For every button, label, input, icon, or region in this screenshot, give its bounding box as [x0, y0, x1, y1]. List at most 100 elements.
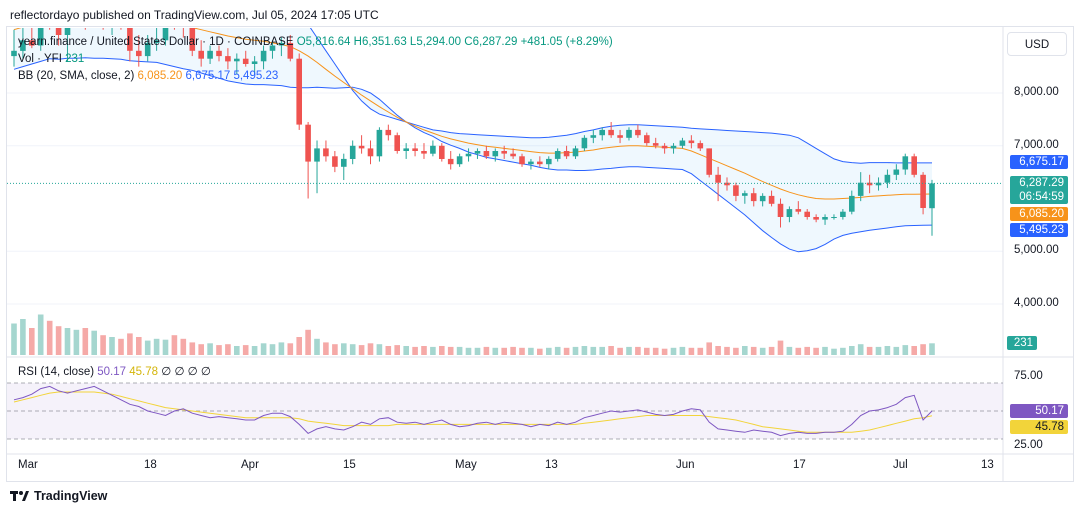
volume-bar [358, 345, 365, 355]
volume-bar [439, 346, 445, 355]
tradingview-logo[interactable]: TradingView [10, 489, 107, 503]
legend-bb-label[interactable]: BB (20, SMA, close, 2) [18, 70, 135, 82]
candle-body [55, 28, 62, 35]
bb-upper-tag: 6,675.17 [1010, 155, 1068, 169]
candle-body [20, 40, 26, 51]
candle-body [831, 217, 837, 218]
volume-bar [590, 346, 597, 355]
legend-bb-lower: 5,495.23 [233, 70, 279, 82]
volume-bar [234, 346, 240, 355]
candle-body [644, 135, 650, 144]
candle-body [11, 50, 17, 57]
tradingview-logo-icon [10, 491, 29, 501]
candle-body [626, 129, 632, 138]
candle-body [385, 129, 392, 136]
candle-body [652, 143, 659, 146]
candle-body [447, 158, 454, 165]
volume-bar [786, 346, 793, 355]
legend-rsi-value: 50.17 [97, 366, 127, 378]
legend-symbol[interactable]: yearn.finance / United States Dollar [18, 36, 199, 48]
candle-body [884, 174, 891, 183]
candle-body [242, 58, 249, 64]
volume-bar [733, 347, 739, 355]
legend-high: H6,351.63 [353, 36, 407, 48]
volume-bar [572, 346, 579, 355]
currency-button[interactable]: USD [1007, 32, 1067, 56]
candle-body [47, 14, 53, 25]
volume-bar [153, 338, 160, 355]
candle-body [537, 161, 543, 165]
volume-bar [216, 345, 222, 355]
candle-body [911, 156, 917, 175]
close-price-tag: 6,287.29 [1010, 176, 1068, 190]
time-axis-label: Jun [676, 459, 695, 471]
volume-bar [644, 347, 650, 355]
volume-bar [323, 342, 329, 355]
candle-body [74, 9, 80, 20]
bb-basis-line [13, 28, 933, 200]
candle-body [706, 148, 712, 175]
candle-body [483, 151, 490, 157]
candle-body [465, 153, 472, 157]
volume-bar [421, 346, 427, 355]
price-pane [11, 9, 935, 355]
candle-body [786, 209, 793, 217]
volume-bar [37, 314, 44, 355]
candle-body [412, 148, 418, 151]
volume-bar [483, 346, 490, 355]
candle-body [893, 169, 900, 175]
candle-body [501, 151, 507, 154]
candle-body [661, 145, 668, 149]
volume-bar [144, 340, 151, 355]
volume-bar [679, 346, 686, 355]
legend-rsi-label[interactable]: RSI (14, close) [18, 366, 95, 378]
volume-bar [617, 347, 623, 355]
volume-bar [198, 344, 204, 355]
volume-bar [100, 335, 106, 355]
volume-bar [804, 346, 810, 355]
volume-bar [893, 346, 900, 355]
bb-basis-tag: 6,085.20 [1010, 207, 1068, 221]
candle-body [688, 140, 695, 144]
candle-body [269, 45, 276, 51]
candle-body [724, 182, 730, 186]
candle-body [635, 129, 641, 136]
legend-bb-upper: 6,675.17 [185, 70, 231, 82]
volume-bar [251, 346, 258, 355]
volume-bar [510, 346, 516, 355]
countdown-tag: 06:54:59 [1010, 190, 1068, 204]
volume-bar [492, 347, 499, 355]
volume-bar [920, 344, 926, 355]
volume-bar [162, 339, 169, 355]
volume-bar [242, 345, 249, 355]
volume-bar [376, 344, 383, 355]
candle-body [840, 211, 846, 217]
candle-body [260, 50, 267, 62]
candle-body [394, 135, 400, 151]
candle-body [421, 151, 427, 154]
candle-body [599, 129, 605, 136]
candle-body [118, 11, 124, 22]
volume-bar [554, 346, 561, 355]
legend-open: O5,816.64 [296, 36, 351, 48]
volume-bar [911, 346, 917, 355]
candle-body [670, 145, 677, 149]
tradingview-brand: TradingView [34, 489, 108, 503]
candle-body [572, 148, 579, 157]
volume-bar [430, 346, 436, 355]
candle-body [153, 40, 160, 43]
candle-body [198, 50, 204, 59]
legend-low: L5,294.00 [409, 36, 462, 48]
legend-vol-label[interactable]: Vol · YFI [18, 53, 62, 65]
volume-bar [171, 335, 178, 355]
volume-bar [652, 347, 659, 355]
candle-body [510, 153, 516, 157]
candle-body [430, 145, 436, 154]
volume-bar [260, 343, 267, 355]
publisher-line: reflectordayo published on TradingView.c… [10, 8, 379, 22]
rsi-legend: RSI (14, close) 50.17 45.78 ∅ ∅ ∅ ∅ [18, 364, 211, 378]
volume-bar [287, 343, 294, 355]
candle-body [608, 129, 614, 136]
legend-close: C6,287.29 [464, 36, 518, 48]
